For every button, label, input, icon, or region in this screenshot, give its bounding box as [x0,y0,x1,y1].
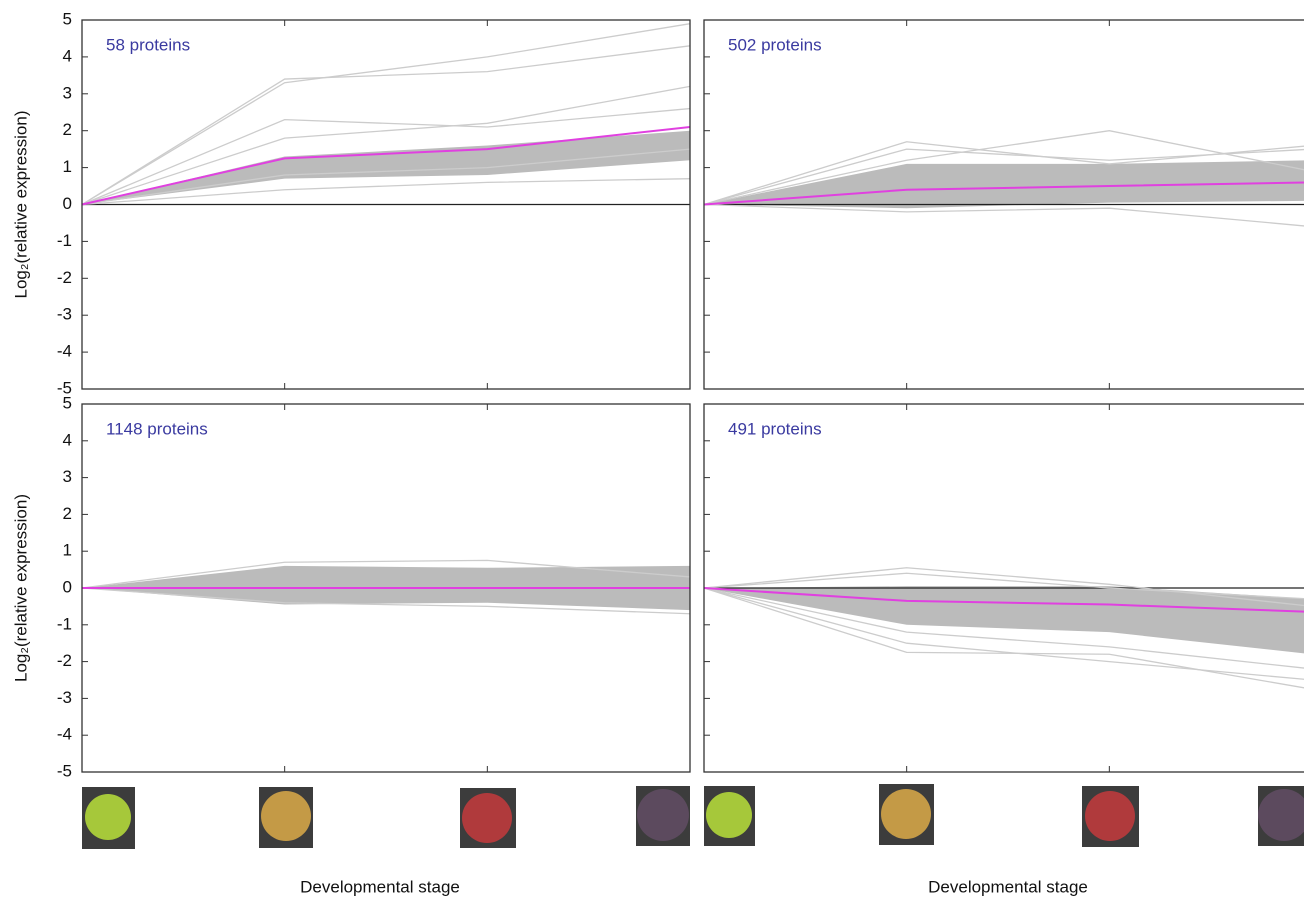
grape [261,791,311,841]
series-line [703,587,1304,669]
y-tick-label: 3 [63,83,72,102]
y-tick-label: -4 [57,725,72,744]
grape [706,792,752,838]
plot-frame [81,19,691,390]
annotation: 502 proteins [728,35,822,54]
y-axis-label: Log₂(relative expression) [11,494,30,682]
series-line [703,572,1304,600]
series-line [81,126,691,206]
y-tick-label: -5 [57,378,72,397]
y-tick-label: 0 [63,577,72,596]
grape [85,794,131,840]
stage-images [82,784,1304,849]
series-line [703,130,1304,206]
series-line [81,23,691,206]
series-line [703,567,1304,607]
x-axis-label: Developmental stage [300,877,460,896]
y-tick-label: 0 [63,194,72,213]
plot-frame [81,403,691,773]
x-axis-label: Developmental stage [928,877,1088,896]
y-tick-label: 2 [63,504,72,523]
band [704,586,1304,654]
grape [637,789,689,841]
grape [881,789,931,839]
y-tick-label: 5 [63,9,72,28]
y-tick-label: 1 [63,157,72,176]
y-tick-label: 5 [63,393,72,412]
series-line [81,45,691,206]
y-tick-label: -2 [57,268,72,287]
band [704,160,1304,209]
plot-frame [703,19,1304,390]
y-tick-label: -4 [57,342,72,361]
y-tick-label: 4 [63,430,72,449]
y-tick-label: 3 [63,467,72,486]
y-tick-label: -3 [57,688,72,707]
plot-frame [703,403,1304,773]
y-tick-label: 2 [63,120,72,139]
series-line [81,559,691,589]
y-tick-label: -2 [57,651,72,670]
annotation: 491 proteins [728,419,822,438]
grape [462,793,512,843]
y-tick-label: -5 [57,761,72,780]
y-tick-label: -3 [57,305,72,324]
series-line [703,203,1304,227]
series-line [81,148,691,206]
series-line [703,587,1304,613]
series-line [81,85,691,206]
series-line [81,107,691,206]
annotation: 1148 proteins [106,419,208,438]
series-line [703,181,1304,206]
band [82,130,690,205]
series-line [81,178,691,206]
series-line [703,587,1304,680]
y-tick-label: -1 [57,231,72,250]
y-tick-label: -1 [57,614,72,633]
grape [1258,789,1304,841]
series-line [703,587,1304,689]
y-tick-label: 4 [63,46,72,65]
annotation: 58 proteins [106,35,190,54]
grape [1085,791,1135,841]
series-line [703,148,1304,206]
y-axis-label: Log₂(relative expression) [11,110,30,298]
y-tick-label: 1 [63,541,72,560]
series-line [81,587,691,615]
